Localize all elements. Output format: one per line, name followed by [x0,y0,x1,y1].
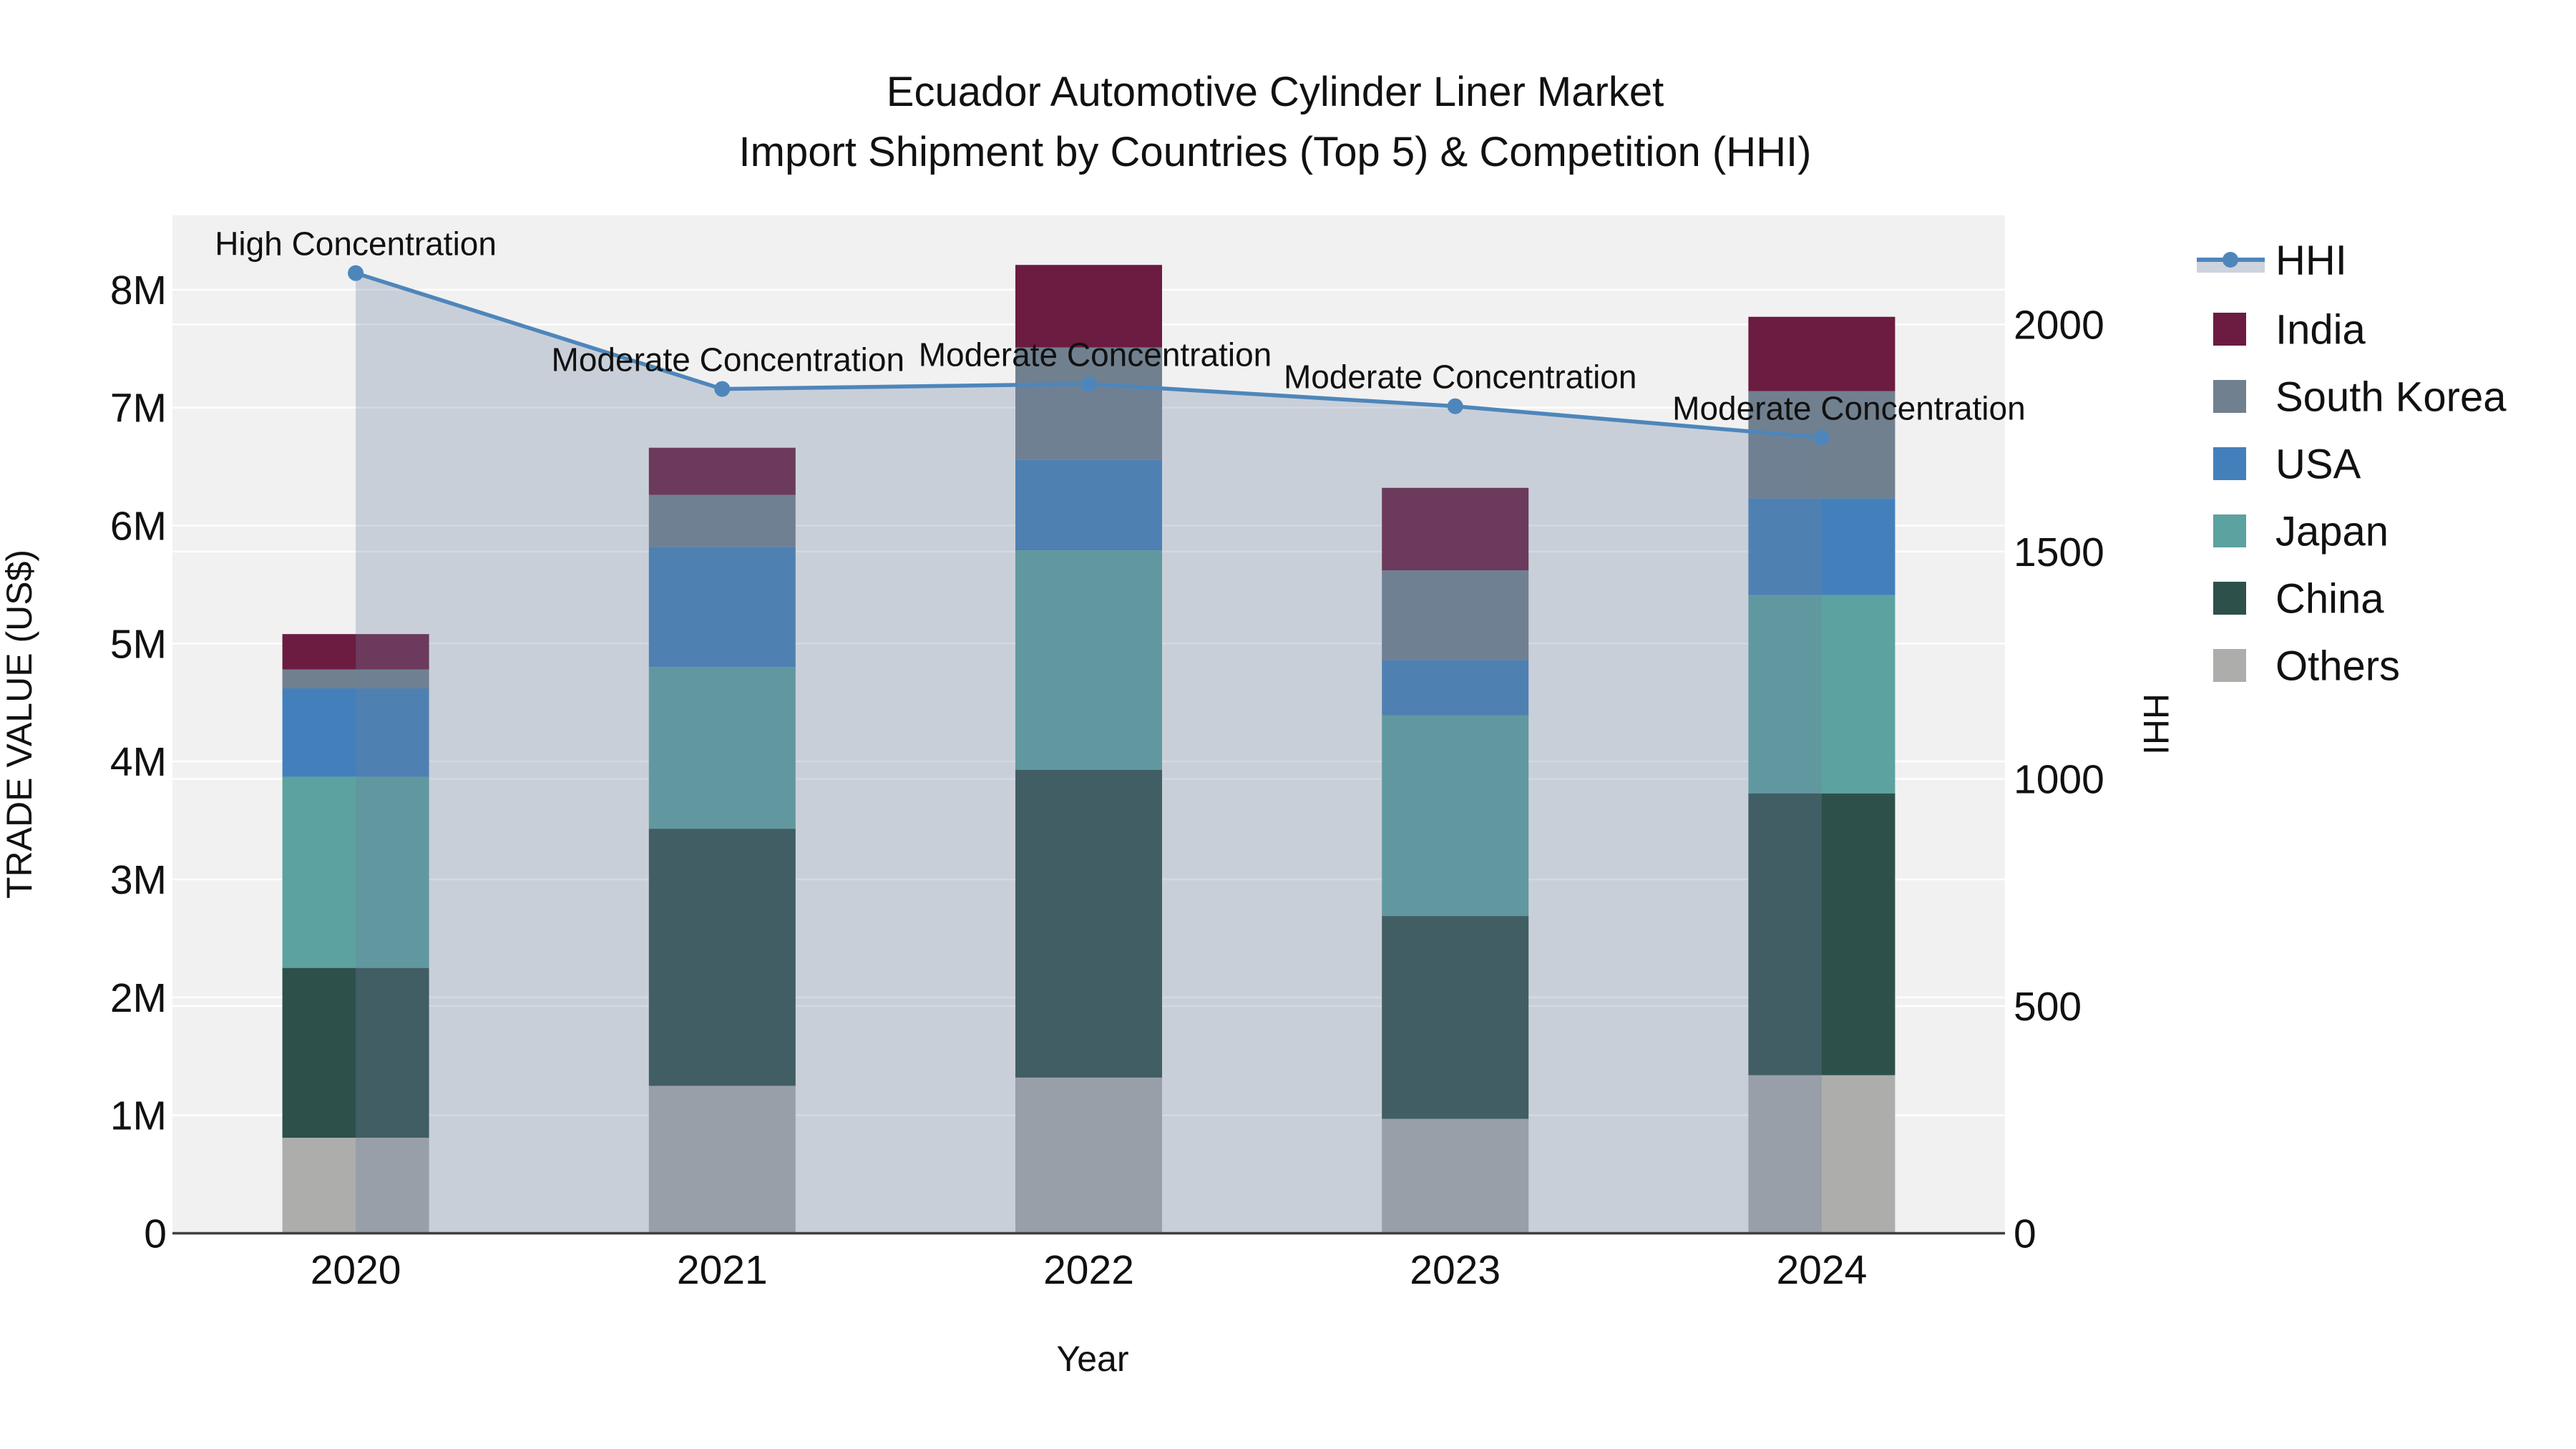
bar-segment-2024-others [1748,1075,1896,1234]
bar-segment-2023-others [1382,1118,1529,1234]
y-left-tick-8M: 8M [110,268,167,313]
bar-segment-2020-india [282,634,429,670]
y-right-tick-1000: 1000 [2014,756,2104,802]
legend-item-others: Others [2213,643,2400,689]
bar-segment-2022-others [1015,1077,1162,1234]
bar-segment-2020-usa [282,688,429,777]
x-tick-2023: 2023 [1410,1247,1501,1293]
legend-item-japan: Japan [2213,508,2389,555]
legend-hhi-label: HHI [2275,237,2347,283]
y-left-tick-4M: 4M [110,739,167,785]
legend-label: Others [2275,643,2400,689]
legend-label: USA [2275,441,2361,487]
annotation-2024: Moderate Concentration [1672,390,2026,427]
y-right-tick-500: 500 [2014,984,2082,1030]
stacked-bars [282,265,1896,1234]
chart-title-line1: Ecuador Automotive Cylinder Liner Market [887,69,1664,115]
bar-segment-2023-japan [1382,715,1529,917]
y-left-tick-2M: 2M [110,975,167,1021]
bar-segment-2021-india [648,447,796,495]
y-right-axis-title: HHI [2136,693,2176,755]
legend: HHI India South Korea USA Japan China Others [2197,237,2507,689]
y-left-tick-0: 0 [144,1211,167,1257]
y-left-axis-title: TRADE VALUE (US$) [0,550,39,899]
legend-swatch-icon [2213,380,2246,413]
y-right-tick-0: 0 [2014,1211,2036,1257]
hhi-area-fill [356,273,1822,1234]
y-right-tick-2000: 2000 [2014,302,2104,348]
bar-segment-2021-japan [648,667,796,829]
hhi-marker-2024 [1813,429,1830,446]
legend-item-china: China [2213,575,2384,622]
bar-segment-2020-south-korea [282,669,429,688]
legend-label: China [2275,575,2384,622]
hhi-line-series [348,265,1830,446]
bar-segment-2020-japan [282,776,429,968]
legend-hhi-marker-icon [2223,252,2238,268]
x-axis-title: Year [1056,1339,1128,1379]
bar-segment-2024-china [1748,793,1896,1075]
legend-label: South Korea [2275,374,2507,420]
legend-swatch-icon [2213,514,2246,547]
annotation-2021: Moderate Concentration [552,341,905,379]
bar-segment-2022-india [1015,265,1162,348]
hhi-marker-2021 [714,381,731,397]
legend-item-hhi: HHI [2197,237,2347,283]
legend-swatch-icon [2213,649,2246,682]
bar-segment-2021-china [648,829,796,1086]
legend-item-india: India [2213,306,2366,353]
bar-segment-2023-south-korea [1382,570,1529,660]
y-left-tick-7M: 7M [110,386,167,431]
y-left-tick-1M: 1M [110,1093,167,1139]
axis-tick-labels: 0 1M 2M 3M 4M 5M 6M 7M 8M 0 500 1000 1500 2000 2020 202… [110,268,2104,1293]
bar-segment-2021-south-korea [648,494,796,547]
y-left-tick-5M: 5M [110,621,167,667]
annotation-2020: High Concentration [215,225,497,263]
x-tick-2021: 2021 [677,1247,768,1293]
legend-item-usa: USA [2213,441,2361,487]
bar-segment-2022-china [1015,769,1162,1078]
x-tick-2020: 2020 [311,1247,401,1293]
legend-label: Japan [2275,508,2389,555]
legend-swatch-icon [2213,313,2246,346]
bar-segment-2020-china [282,967,429,1138]
hhi-fill-polygon [356,273,1822,1234]
legend-label: India [2275,306,2366,353]
bar-segment-2022-japan [1015,550,1162,770]
x-tick-2022: 2022 [1043,1247,1134,1293]
bar-segment-2021-others [648,1085,796,1234]
hhi-marker-2023 [1447,398,1463,414]
y-left-tick-3M: 3M [110,857,167,903]
chart-title-line2: Import Shipment by Countries (Top 5) & C… [739,129,1812,175]
bar-segment-2020-others [282,1137,429,1234]
bar-segment-2024-usa [1748,498,1896,595]
concentration-annotations: High Concentration Moderate Concentration… [215,225,2025,427]
bar-segment-2022-south-korea [1015,347,1162,460]
legend-item-south-korea: South Korea [2213,374,2507,420]
bar-segment-2023-usa [1382,660,1529,716]
x-tick-2024: 2024 [1776,1247,1867,1293]
bar-segment-2023-india [1382,487,1529,571]
bar-segment-2023-china [1382,916,1529,1119]
legend-swatch-icon [2213,582,2246,615]
hhi-marker-2020 [348,265,364,281]
bar-segment-2024-india [1748,316,1896,391]
y-right-tick-1500: 1500 [2014,530,2104,575]
bar-segment-2024-japan [1748,595,1896,794]
y-left-tick-6M: 6M [110,503,167,549]
hhi-marker-2022 [1080,376,1097,392]
bar-segment-2021-usa [648,547,796,668]
bar-segment-2022-usa [1015,459,1162,551]
annotation-2022: Moderate Concentration [919,336,1272,374]
annotation-2023: Moderate Concentration [1284,358,1637,396]
legend-swatch-icon [2213,447,2246,480]
